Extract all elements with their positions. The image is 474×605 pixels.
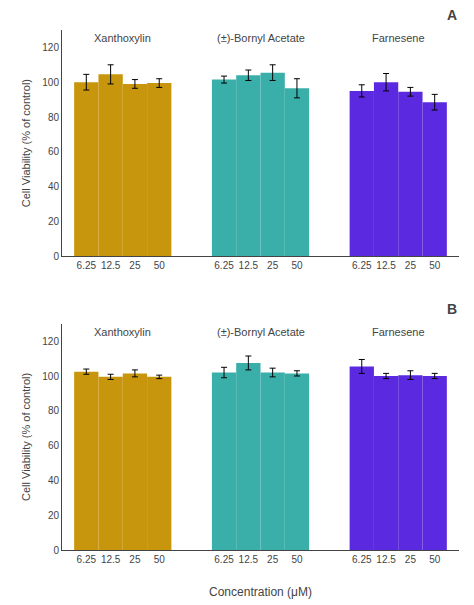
svg-text:120: 120 [42, 42, 59, 53]
svg-text:12.5: 12.5 [101, 260, 121, 271]
svg-text:Concentration (μM): Concentration (μM) [209, 585, 312, 599]
svg-text:40: 40 [48, 181, 60, 192]
svg-text:25: 25 [267, 260, 279, 271]
svg-text:6.25: 6.25 [352, 554, 372, 565]
svg-text:25: 25 [129, 260, 141, 271]
svg-text:50: 50 [154, 554, 166, 565]
svg-text:0: 0 [53, 251, 59, 262]
svg-text:12.5: 12.5 [239, 260, 259, 271]
svg-text:20: 20 [48, 510, 60, 521]
svg-text:Cell Viability (% of control): Cell Viability (% of control) [20, 373, 32, 501]
svg-text:80: 80 [48, 112, 60, 123]
svg-text:50: 50 [291, 554, 303, 565]
svg-text:50: 50 [429, 260, 441, 271]
svg-text:40: 40 [48, 475, 60, 486]
svg-text:12.5: 12.5 [376, 260, 396, 271]
svg-text:6.25: 6.25 [77, 260, 97, 271]
svg-text:Farnesene: Farnesene [372, 326, 425, 338]
svg-text:60: 60 [48, 146, 60, 157]
svg-text:25: 25 [405, 260, 417, 271]
svg-text:80: 80 [48, 405, 60, 416]
svg-text:50: 50 [291, 260, 303, 271]
svg-text:6.25: 6.25 [214, 554, 234, 565]
svg-text:50: 50 [429, 554, 441, 565]
svg-text:25: 25 [129, 554, 141, 565]
svg-text:12.5: 12.5 [101, 554, 121, 565]
svg-text:6.25: 6.25 [77, 554, 97, 565]
svg-text:12.5: 12.5 [376, 554, 396, 565]
svg-text:25: 25 [405, 554, 417, 565]
svg-text:Cell Viability (% of control): Cell Viability (% of control) [20, 79, 32, 207]
svg-text:A: A [447, 7, 457, 23]
svg-text:Xanthoxylin: Xanthoxylin [94, 326, 151, 338]
svg-text:25: 25 [267, 554, 279, 565]
svg-text:Farnesene: Farnesene [372, 32, 425, 44]
svg-text:0: 0 [53, 545, 59, 556]
svg-text:100: 100 [42, 77, 59, 88]
svg-text:Xanthoxylin: Xanthoxylin [94, 32, 151, 44]
svg-text:20: 20 [48, 216, 60, 227]
svg-text:120: 120 [42, 336, 59, 347]
svg-text:100: 100 [42, 371, 59, 382]
svg-text:50: 50 [154, 260, 166, 271]
svg-text:6.25: 6.25 [214, 260, 234, 271]
svg-text:(±)-Bornyl Acetate: (±)-Bornyl Acetate [217, 32, 305, 44]
svg-text:(±)-Bornyl Acetate: (±)-Bornyl Acetate [217, 326, 305, 338]
svg-text:B: B [447, 301, 457, 317]
svg-text:12.5: 12.5 [239, 554, 259, 565]
svg-text:6.25: 6.25 [352, 260, 372, 271]
svg-text:60: 60 [48, 440, 60, 451]
